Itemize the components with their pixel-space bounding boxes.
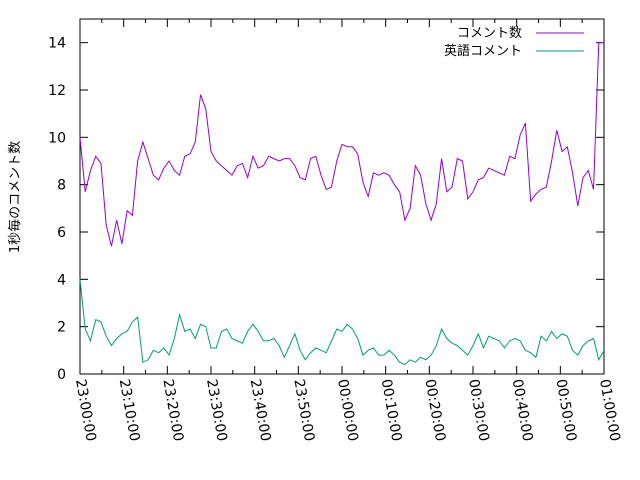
x-tick-label: 00:00:00 <box>334 378 361 443</box>
x-tick-label: 23:20:00 <box>159 378 186 443</box>
x-tick-label: 00:50:00 <box>552 378 579 443</box>
y-tick-label: 6 <box>57 225 66 241</box>
y-tick-label: 10 <box>48 130 66 146</box>
y-tick-label: 4 <box>57 272 66 288</box>
x-tick-label: 00:20:00 <box>421 378 448 443</box>
x-tick-label: 23:10:00 <box>116 378 143 443</box>
series-line-1 <box>79 279 605 366</box>
x-tick-label: 23:30:00 <box>203 378 230 443</box>
x-axis-ticks: 23:00:00 23:10:00 23:20:00 23:30:00 23:40:00… <box>72 19 623 443</box>
x-tick-label: 00:40:00 <box>509 378 536 443</box>
x-tick-label: 01:00:00 <box>596 378 623 443</box>
y-tick-label: 12 <box>48 83 66 99</box>
x-tick-label: 00:30:00 <box>465 378 492 443</box>
plot-frame <box>79 18 605 375</box>
x-tick-label: 23:40:00 <box>247 378 274 443</box>
x-tick-label: 23:00:00 <box>72 378 99 443</box>
y-axis-label: 1秒毎のコメント数 <box>7 141 23 253</box>
y-tick-label: 2 <box>57 320 66 336</box>
legend-label-1: 英語コメント <box>444 43 522 59</box>
x-tick-label: 00:10:00 <box>378 378 405 443</box>
x-tick-label: 23:50:00 <box>290 378 317 443</box>
legend-label-0: コメント数 <box>457 26 522 41</box>
y-tick-label: 0 <box>57 367 66 383</box>
y-tick-label: 8 <box>57 178 66 194</box>
series-lines <box>79 42 605 366</box>
y-tick-label: 14 <box>48 36 66 52</box>
series-line-0 <box>79 42 604 247</box>
y-axis-ticks: 0 2 4 6 8 10 12 14 <box>48 36 604 383</box>
